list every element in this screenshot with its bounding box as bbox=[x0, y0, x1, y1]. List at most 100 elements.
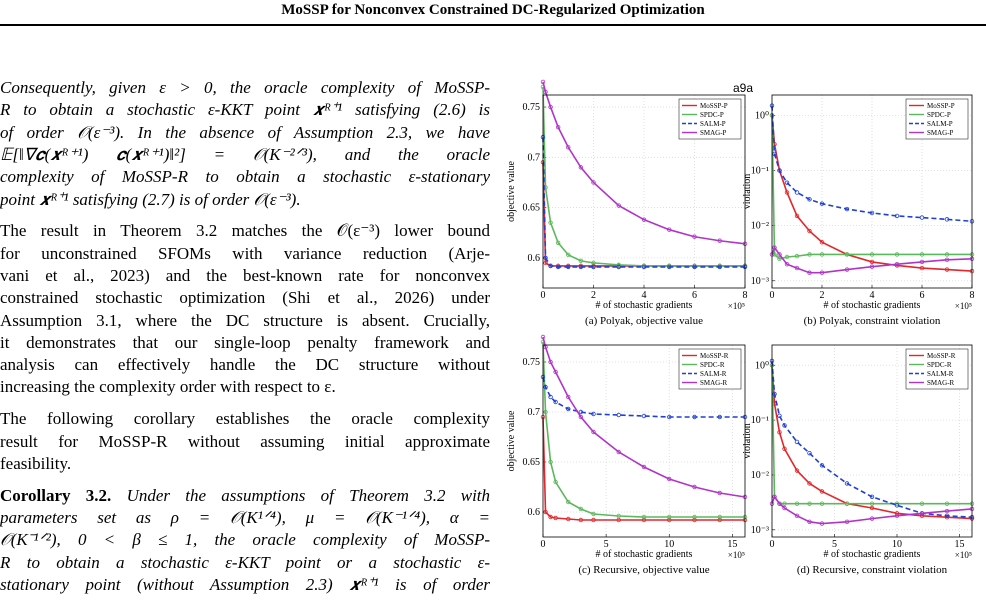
text-line: The result in Theorem 3.2 matches the 𝒪(… bbox=[0, 221, 490, 241]
x-tick-label: 15 bbox=[955, 539, 965, 550]
legend-label: MoSSP-R bbox=[927, 352, 956, 360]
marker bbox=[553, 399, 558, 405]
marker bbox=[777, 256, 782, 262]
series-group bbox=[540, 79, 748, 270]
marker bbox=[869, 501, 875, 506]
y-axis-label: violation bbox=[742, 174, 753, 210]
marker bbox=[784, 180, 790, 185]
y-tick-label: 10⁻³ bbox=[751, 276, 769, 287]
marker bbox=[548, 359, 553, 365]
marker bbox=[794, 213, 800, 219]
text-line: The following corollary establishes the … bbox=[0, 409, 490, 429]
marker bbox=[616, 449, 621, 455]
marker bbox=[772, 151, 777, 157]
marker bbox=[782, 446, 787, 451]
marker bbox=[772, 391, 777, 397]
text-line: Corollary 3.2. Under the assumptions of … bbox=[0, 485, 490, 507]
x-tick-label: 4 bbox=[870, 290, 875, 301]
legend-label: SALM-P bbox=[700, 120, 726, 128]
marker bbox=[553, 515, 558, 521]
series-line bbox=[542, 376, 745, 418]
legend-label: SPDC-R bbox=[700, 361, 725, 369]
marker bbox=[894, 213, 900, 219]
marker bbox=[566, 145, 571, 150]
legend-label: SMAG-R bbox=[927, 379, 955, 387]
marker bbox=[591, 429, 596, 435]
marker bbox=[919, 265, 925, 271]
marker bbox=[717, 517, 722, 523]
marker bbox=[794, 513, 800, 519]
marker bbox=[667, 227, 672, 232]
y-axis-label: objective value bbox=[506, 161, 517, 222]
marker bbox=[944, 217, 950, 222]
marker bbox=[667, 517, 672, 523]
y-tick-label: 0.6 bbox=[528, 253, 541, 264]
y-tick-label: 10⁻³ bbox=[751, 525, 769, 536]
x-scale-label: ×10⁵ bbox=[955, 301, 972, 311]
text-line: vani et al., 2023) and the best-known ra… bbox=[0, 265, 490, 285]
marker bbox=[667, 264, 672, 270]
marker bbox=[641, 264, 647, 270]
marker bbox=[692, 234, 697, 239]
x-tick-label: 8 bbox=[970, 290, 975, 301]
series-line bbox=[542, 81, 746, 245]
marker bbox=[894, 503, 900, 508]
marker bbox=[578, 409, 584, 415]
marker bbox=[819, 240, 825, 245]
legend-label: SMAG-P bbox=[927, 129, 954, 137]
marker bbox=[555, 264, 561, 270]
marker bbox=[543, 384, 548, 390]
header-rule bbox=[0, 24, 986, 26]
legend-label: SPDC-R bbox=[927, 361, 952, 369]
marker bbox=[919, 511, 925, 516]
text-line: 𝔼[‖∇𝒄(𝒙ᴿ⁺¹) 𝒄(𝒙ᴿ⁺¹)‖²] = 𝒪(K⁻²ᐟ³), and t… bbox=[0, 144, 490, 164]
marker bbox=[807, 519, 812, 525]
series-line bbox=[542, 416, 745, 521]
axes-frame bbox=[771, 344, 973, 538]
x-scale-label: ×10⁵ bbox=[728, 550, 745, 560]
marker bbox=[944, 267, 950, 272]
marker bbox=[819, 489, 825, 494]
marker bbox=[944, 501, 950, 506]
y-tick-label: 0.7 bbox=[528, 407, 541, 418]
marker bbox=[807, 450, 812, 456]
series-line bbox=[542, 86, 745, 267]
marker bbox=[777, 168, 782, 173]
marker bbox=[894, 252, 900, 257]
y-tick-label: 10⁻¹ bbox=[751, 415, 769, 426]
marker bbox=[543, 509, 548, 515]
series-line bbox=[771, 365, 973, 520]
x-axis-label: # of stochastic gradients bbox=[824, 549, 921, 560]
marker bbox=[844, 501, 850, 506]
marker bbox=[894, 261, 900, 267]
caption: (a) Polyak, objective value bbox=[585, 315, 703, 327]
marker bbox=[819, 201, 825, 206]
marker bbox=[919, 252, 925, 257]
marker bbox=[717, 238, 722, 243]
marker bbox=[566, 264, 571, 270]
marker bbox=[616, 262, 621, 268]
x-tick-label: 6 bbox=[920, 290, 925, 301]
marker bbox=[819, 270, 825, 275]
marker bbox=[777, 413, 782, 418]
marker bbox=[869, 210, 875, 216]
marker bbox=[641, 217, 647, 222]
x-axis-label: # of stochastic gradients bbox=[824, 300, 921, 311]
marker bbox=[566, 252, 571, 258]
marker bbox=[616, 513, 621, 519]
series-line bbox=[542, 341, 745, 518]
marker bbox=[641, 514, 647, 520]
marker bbox=[794, 468, 800, 473]
y-tick-label: 10⁻² bbox=[751, 221, 769, 232]
caption: (d) Recursive, constraint violation bbox=[797, 564, 948, 576]
marker bbox=[807, 228, 812, 234]
marker bbox=[667, 414, 672, 420]
marker bbox=[869, 264, 875, 269]
marker bbox=[548, 459, 553, 465]
marker bbox=[667, 476, 672, 482]
marker bbox=[777, 501, 782, 506]
marker bbox=[919, 259, 925, 265]
figure-title: a9a bbox=[733, 81, 753, 95]
text-line: complexity of MoSSP-R to obtain a stocha… bbox=[0, 167, 490, 187]
y-tick-label: 10⁻¹ bbox=[751, 166, 769, 177]
